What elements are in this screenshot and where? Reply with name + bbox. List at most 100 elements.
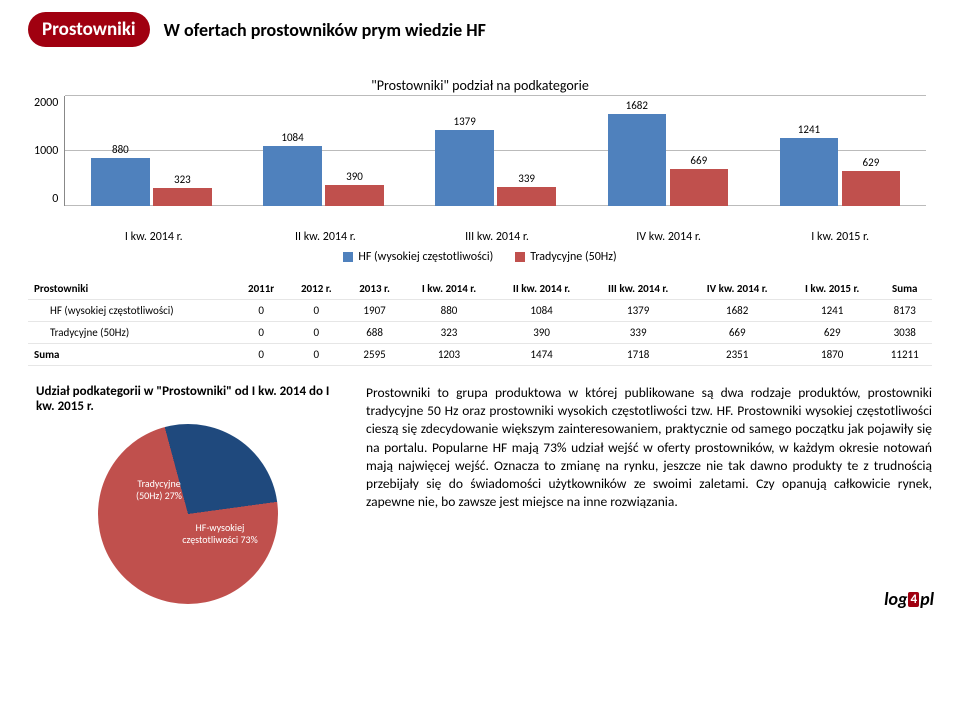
legend-item: Tradycyjne (50Hz): [515, 250, 616, 264]
table-cell: 880: [404, 300, 495, 322]
bar-hf: 1084: [263, 146, 322, 206]
table-cell: 390: [494, 322, 589, 344]
legend-label: Tradycyjne (50Hz): [530, 250, 616, 264]
bar-label: 1084: [281, 131, 303, 144]
legend-item: HF (wysokiej częstotliwości): [343, 250, 493, 264]
table-cell: 339: [589, 322, 688, 344]
bar-group: 1379339: [410, 96, 582, 206]
data-table: Prostowniki2011r2012 r.2013 r.I kw. 2014…: [28, 278, 932, 366]
bar-hf: 1241: [780, 138, 839, 206]
x-tick: IV kw. 2014 r.: [583, 226, 755, 244]
pie-title: Udział podkategorii w "Prostowniki" od I…: [28, 384, 348, 414]
table-header: II kw. 2014 r.: [494, 278, 589, 300]
bar-tr: 669: [670, 169, 729, 206]
logo-post: pl: [920, 588, 934, 610]
y-tick: 2000: [34, 96, 58, 110]
bar-tr: 339: [497, 187, 556, 206]
table-header: I kw. 2014 r.: [404, 278, 495, 300]
barchart-legend: HF (wysokiej częstotliwości) Tradycyjne (…: [28, 250, 932, 264]
bar-hf: 1379: [435, 130, 494, 206]
table-cell: 0: [235, 344, 287, 366]
table-cell: 669: [687, 322, 786, 344]
page-title: W ofertach prostowników prym wiedzie HF: [164, 19, 486, 41]
bar-label: 880: [112, 143, 129, 156]
table-header: 2013 r.: [345, 278, 403, 300]
table-row: HF (wysokiej częstotliwości)001907880108…: [28, 300, 932, 322]
logo: log 4 pl: [884, 588, 934, 610]
row-label: HF (wysokiej częstotliwości): [28, 300, 235, 322]
table-cell: 1907: [345, 300, 403, 322]
bar-label: 1379: [454, 115, 476, 128]
table-cell: 1084: [494, 300, 589, 322]
bar-group: 1241629: [754, 96, 926, 206]
legend-swatch: [515, 252, 525, 262]
pie-chart: Tradycyjne (50Hz) 27% HF-wysokiej często…: [98, 424, 278, 604]
bar-label: 390: [346, 170, 363, 183]
table-header: 2012 r.: [287, 278, 345, 300]
table-cell: 2595: [345, 344, 403, 366]
x-tick: III kw. 2014 r.: [411, 226, 583, 244]
body-text: Prostowniki to grupa produktowa w której…: [366, 384, 932, 604]
bar-tr: 629: [842, 171, 901, 206]
badge: Prostowniki: [28, 12, 150, 47]
bar-group: 880 323: [65, 96, 237, 206]
bar-label: 1241: [798, 123, 820, 136]
table-header: I kw. 2015 r.: [787, 278, 878, 300]
x-tick: I kw. 2015 r.: [754, 226, 926, 244]
table-row: Suma0025951203147417182351187011211: [28, 344, 932, 366]
bar-group: 1682669: [582, 96, 754, 206]
barchart: 200010000 880323108439013793391682669124…: [34, 96, 926, 226]
pie-label-hf: HF-wysokiej częstotliwości 73%: [180, 522, 260, 545]
row-label: Suma: [28, 344, 235, 366]
table-cell: 0: [287, 322, 345, 344]
table-cell: 0: [235, 322, 287, 344]
table-header: IV kw. 2014 r.: [687, 278, 786, 300]
x-axis: I kw. 2014 r.II kw. 2014 r.III kw. 2014 …: [68, 226, 926, 244]
x-tick: II kw. 2014 r.: [240, 226, 412, 244]
bar-label: 1682: [626, 99, 648, 112]
legend-swatch: [343, 252, 353, 262]
bar-tr: 390: [325, 185, 384, 206]
y-axis: 2000 1000 0: [34, 96, 64, 206]
header: Prostowniki W ofertach prostowników prym…: [28, 12, 932, 47]
bar-group: 1084390: [237, 96, 409, 206]
pie-section: Udział podkategorii w "Prostowniki" od I…: [28, 384, 348, 604]
table-header: Suma: [877, 278, 932, 300]
barchart-title: "Prostowniki" podział na podkategorie: [28, 77, 932, 94]
table-header: 2011r: [235, 278, 287, 300]
logo-digit: 4: [908, 592, 919, 607]
barchart-plot: 8803231084390137933916826691241629: [64, 96, 926, 206]
legend-label: HF (wysokiej częstotliwości): [358, 250, 493, 264]
bar-hf: 1682: [608, 114, 667, 207]
bar-label: 339: [518, 172, 535, 185]
x-tick: I kw. 2014 r.: [68, 226, 240, 244]
lower-section: Udział podkategorii w "Prostowniki" od I…: [28, 384, 932, 604]
table-cell: 1241: [787, 300, 878, 322]
table-cell: 1718: [589, 344, 688, 366]
table-cell: 3038: [877, 322, 932, 344]
table-row: Tradycyjne (50Hz)00688323390339669629303…: [28, 322, 932, 344]
table-cell: 11211: [877, 344, 932, 366]
table-cell: 1474: [494, 344, 589, 366]
table-cell: 2351: [687, 344, 786, 366]
bar-label: 669: [690, 154, 707, 167]
table-cell: 8173: [877, 300, 932, 322]
table-cell: 0: [287, 300, 345, 322]
table-cell: 0: [287, 344, 345, 366]
bar-label: 629: [863, 156, 880, 169]
page: Prostowniki W ofertach prostowników prym…: [0, 0, 960, 624]
table-cell: 1203: [404, 344, 495, 366]
table-cell: 1682: [687, 300, 786, 322]
row-label: Tradycyjne (50Hz): [28, 322, 235, 344]
table-cell: 323: [404, 322, 495, 344]
table-cell: 629: [787, 322, 878, 344]
y-tick: 0: [52, 192, 58, 206]
table-header: III kw. 2014 r.: [589, 278, 688, 300]
logo-pre: log: [884, 588, 907, 610]
bar-label: 323: [174, 173, 191, 186]
table-cell: 0: [235, 300, 287, 322]
bar-tr: 323: [153, 188, 212, 206]
y-tick: 1000: [34, 144, 58, 158]
table-cell: 1379: [589, 300, 688, 322]
table-cell: 1870: [787, 344, 878, 366]
